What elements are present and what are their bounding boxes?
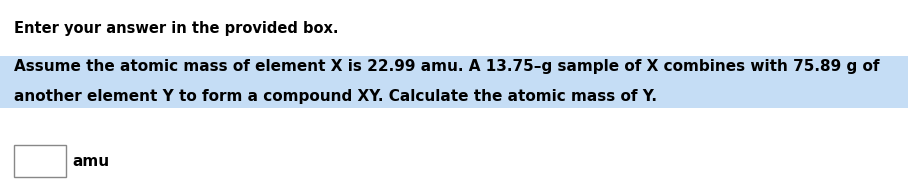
Text: amu: amu: [72, 153, 109, 169]
Text: Assume the atomic mass of element X is 22.99 amu. A 13.75–g sample of X combines: Assume the atomic mass of element X is 2…: [14, 59, 880, 74]
Text: Enter your answer in the provided box.: Enter your answer in the provided box.: [14, 21, 339, 36]
Text: another element Y to form a compound XY. Calculate the atomic mass of Y.: another element Y to form a compound XY.…: [14, 89, 657, 104]
FancyBboxPatch shape: [14, 145, 66, 177]
FancyBboxPatch shape: [0, 56, 908, 108]
